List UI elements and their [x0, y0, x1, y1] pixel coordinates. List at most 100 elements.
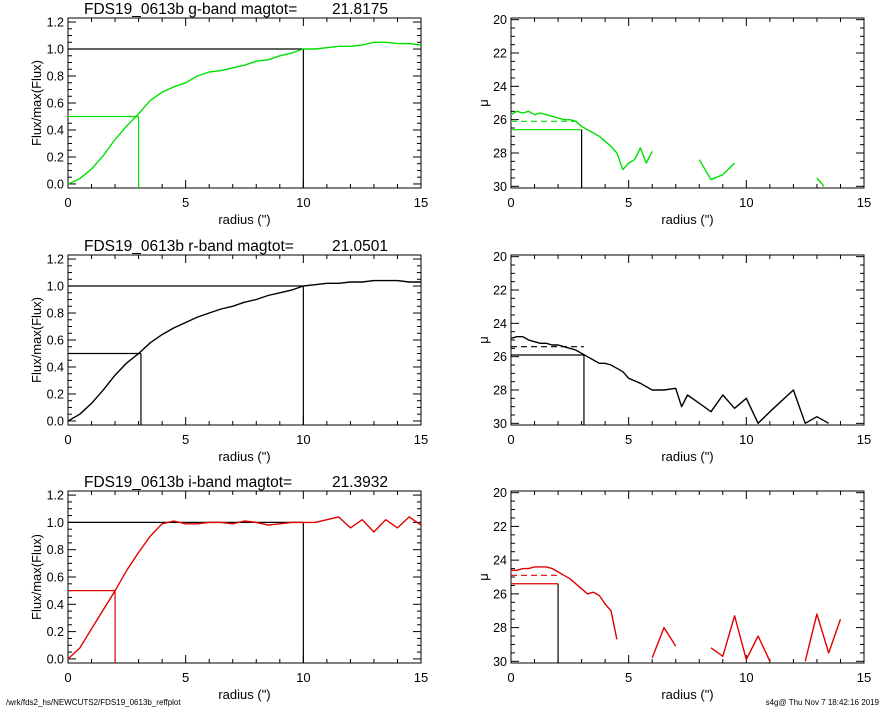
plot-content [68, 41, 421, 188]
y-tick-label: 0.8 [47, 307, 64, 321]
x-tick-label: 0 [64, 195, 71, 210]
x-tick-label: 5 [625, 670, 632, 685]
y-tick-label: 0.6 [47, 571, 64, 585]
series-line-g-band [511, 110, 653, 171]
x-axis-label: radius (") [661, 687, 713, 702]
x-tick-label: 0 [507, 432, 514, 447]
plot-frame [510, 17, 865, 189]
plot-frame [67, 254, 422, 426]
y-tick-label: 28 [493, 384, 507, 398]
x-tick-label: 15 [414, 432, 428, 447]
y-tick-label: 0.2 [47, 387, 64, 401]
y-tick-label: 1.0 [47, 516, 64, 530]
y-tick-label: 1.2 [47, 489, 64, 503]
x-tick-label: 10 [739, 195, 753, 210]
plot-content [511, 110, 825, 188]
y-tick-label: 26 [493, 113, 507, 127]
x-tick-label: 0 [64, 432, 71, 447]
x-tick-label: 5 [182, 670, 189, 685]
plot-content [68, 516, 421, 663]
series-line-g-band [698, 159, 736, 181]
y-tick-label: 1.2 [47, 253, 64, 267]
y-tick-label: 20 [493, 250, 507, 264]
footer-timestamp: s4g@ Thu Nov 7 18:42:16 2019 [765, 698, 879, 707]
series-line-i-band [511, 566, 618, 640]
plot-frame [67, 490, 422, 664]
plot-content [68, 279, 421, 425]
x-tick-label: 10 [296, 432, 310, 447]
series-line-i-band [804, 613, 842, 662]
x-tick-label: 15 [857, 195, 871, 210]
y-tick-label: 22 [493, 284, 507, 298]
series-line-r-band [68, 279, 421, 422]
x-tick-label: 0 [507, 670, 514, 685]
series-line-i-band [651, 626, 677, 659]
magtot-value: 21.3932 [332, 474, 388, 491]
y-tick-label: 24 [493, 80, 507, 94]
y-tick-label: 30 [493, 180, 507, 194]
y-tick-label: 0.2 [47, 150, 64, 164]
x-tick-label: 5 [625, 195, 632, 210]
panel-title: FDS19_0613b r-band magtot= [84, 238, 294, 255]
y-tick-label: 1.2 [47, 16, 64, 30]
footer-path: /wrk/fds2_hs/NEWCUTS2/FDS19_0613b_reffpl… [6, 698, 181, 707]
y-tick-label: 1.0 [47, 280, 64, 294]
y-axis-label: μ [476, 336, 491, 344]
y-tick-label: 22 [493, 47, 507, 61]
x-tick-label: 15 [857, 432, 871, 447]
y-tick-label: 20 [493, 13, 507, 27]
y-tick-label: 0.0 [47, 652, 64, 666]
y-tick-label: 28 [493, 147, 507, 161]
x-tick-label: 10 [739, 432, 753, 447]
y-tick-label: 1.0 [47, 43, 64, 57]
y-tick-label: 0.8 [47, 70, 64, 84]
x-axis-label: radius (") [218, 449, 270, 464]
x-tick-label: 10 [739, 670, 753, 685]
panel-r-band-growth-curve: 0 5 10 15 0.0 0.2 0.4 0.6 0.8 1.0 1.2 radius (") Flu… [29, 238, 428, 464]
x-tick-label: 0 [64, 670, 71, 685]
y-tick-label: 0.0 [47, 414, 64, 428]
y-tick-label: 0.0 [47, 177, 64, 191]
panel-r-band-surface-brightness: 0 5 10 15 20 22 24 26 28 30 radius (") μ [476, 250, 871, 464]
panel-g-band-surface-brightness: 0 5 10 15 20 22 24 26 28 30 radius (") μ [476, 13, 871, 227]
y-tick-label: 22 [493, 520, 507, 534]
y-axis-label: Flux/max(Flux) [29, 60, 44, 146]
plot-content [511, 336, 830, 425]
series-line-i-band [68, 516, 421, 660]
y-tick-label: 28 [493, 621, 507, 635]
x-tick-label: 5 [182, 195, 189, 210]
y-tick-label: 0.8 [47, 543, 64, 557]
x-tick-label: 0 [507, 195, 514, 210]
y-tick-label: 0.6 [47, 334, 64, 348]
panel-g-band-growth-curve: 0 5 10 15 0.0 0.2 0.4 0.6 0.8 1.0 1.2 radius (") Flu… [29, 1, 428, 227]
y-tick-label: 0.2 [47, 625, 64, 639]
y-tick-label: 26 [493, 350, 507, 364]
x-tick-label: 15 [414, 670, 428, 685]
y-tick-label: 20 [493, 486, 507, 500]
y-tick-label: 0.4 [47, 123, 64, 137]
y-tick-label: 24 [493, 317, 507, 331]
y-tick-label: 0.4 [47, 598, 64, 612]
x-tick-label: 10 [296, 670, 310, 685]
x-tick-label: 5 [182, 432, 189, 447]
series-line-g-band [816, 177, 825, 187]
magtot-value: 21.8175 [332, 1, 388, 18]
y-axis-label: Flux/max(Flux) [29, 534, 44, 620]
x-tick-label: 5 [625, 432, 632, 447]
y-tick-label: 30 [493, 655, 507, 669]
y-tick-label: 26 [493, 587, 507, 601]
x-axis-label: radius (") [661, 212, 713, 227]
series-line-r-band [511, 336, 830, 424]
y-axis-label: Flux/max(Flux) [29, 297, 44, 383]
y-axis-label: μ [476, 99, 491, 107]
y-axis-label: μ [476, 573, 491, 581]
panel-title: FDS19_0613b i-band magtot= [84, 474, 292, 491]
x-tick-label: 10 [296, 195, 310, 210]
x-tick-label: 15 [414, 195, 428, 210]
plot-frame [510, 254, 865, 426]
panel-i-band-growth-curve: 0 5 10 15 0.0 0.2 0.4 0.6 0.8 1.0 1.2 radius (") Flu… [29, 474, 428, 702]
x-tick-label: 15 [857, 670, 871, 685]
series-line-i-band [710, 615, 771, 662]
y-tick-label: 0.6 [47, 97, 64, 111]
